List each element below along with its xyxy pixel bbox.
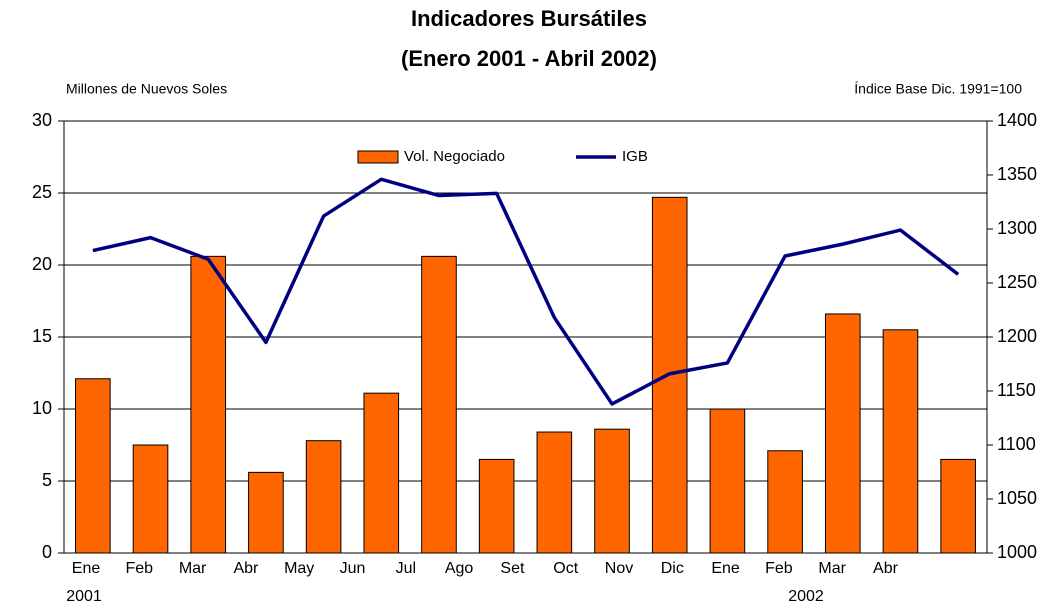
x-tick-label: Ago — [445, 560, 474, 577]
x-tick-label: May — [284, 560, 314, 577]
legend-label: Vol. Negociado — [404, 148, 505, 165]
x-tick-label: Ene — [711, 560, 740, 577]
x-tick-label: Mar — [818, 560, 846, 577]
x-tick-label: Feb — [765, 560, 793, 577]
y2-tick-label: 1250 — [997, 272, 1037, 292]
y2-tick-label: 1200 — [997, 326, 1037, 346]
y-tick-label: 10 — [32, 398, 52, 418]
bar — [190, 255, 227, 554]
y-tick-label: 30 — [32, 110, 52, 130]
x-tick-label: Mar — [179, 560, 207, 577]
y2-tick-label: 1150 — [997, 380, 1036, 400]
year-label: 2001 — [66, 588, 102, 605]
y2-tick-label: 1400 — [997, 110, 1037, 130]
x-tick-label: Abr — [873, 560, 899, 577]
y2-tick-label: 1300 — [997, 218, 1037, 238]
x-tick-label: Abr — [233, 560, 259, 577]
bar — [767, 450, 803, 554]
y-tick-label: 25 — [32, 182, 52, 202]
y2-tick-label: 1350 — [997, 164, 1037, 184]
y-tick-label: 5 — [42, 470, 52, 490]
x-tick-label: Dic — [661, 560, 684, 577]
bar — [248, 471, 284, 554]
y-tick-label: 20 — [32, 254, 52, 274]
legend-label: IGB — [622, 148, 648, 165]
x-tick-label: Jun — [340, 560, 366, 577]
x-tick-label: Nov — [605, 560, 633, 577]
y2-tick-label: 1100 — [997, 434, 1036, 454]
y-tick-label: 15 — [32, 326, 52, 346]
bar — [882, 329, 919, 554]
y-tick-label: 0 — [42, 542, 52, 562]
chart-subtitle: (Enero 2001 - Abril 2002) — [401, 46, 657, 71]
bar — [421, 255, 457, 554]
bar — [594, 428, 630, 554]
year-label: 2002 — [788, 588, 824, 605]
y2-tick-label: 1050 — [997, 488, 1037, 508]
x-tick-label: Feb — [126, 560, 154, 577]
y2-tick-label: 1000 — [997, 542, 1037, 562]
bar — [363, 392, 400, 554]
line — [92, 177, 960, 406]
x-tick-label: Ene — [72, 560, 101, 577]
y2-axis-title: Índice Base Dic. 1991=100 — [854, 81, 1022, 97]
bar — [709, 408, 746, 554]
bar — [132, 444, 169, 554]
bar — [536, 431, 573, 554]
y-axis-title: Millones de Nuevos Soles — [66, 81, 227, 97]
x-tick-label: Set — [500, 560, 525, 577]
bar — [940, 458, 976, 554]
x-tick-label: Oct — [553, 560, 578, 577]
bar — [75, 378, 111, 554]
legend-swatch — [357, 150, 399, 164]
x-tick-label: Jul — [396, 560, 416, 577]
chart-title: Indicadores Bursátiles — [411, 6, 647, 31]
bar — [824, 313, 861, 554]
bar — [305, 440, 342, 554]
bar — [478, 458, 515, 554]
